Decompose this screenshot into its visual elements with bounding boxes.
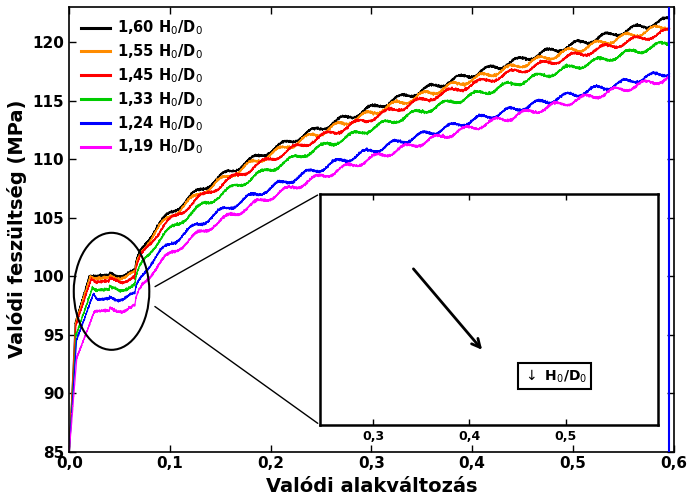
1,19 H₀/D₀ xyxy=(294,185,303,191)
Line: 1,60 H₀/D₀: 1,60 H₀/D₀ xyxy=(69,17,670,450)
1,60 H₀/D₀ xyxy=(513,54,521,60)
1,45 H₀/D₀ xyxy=(663,25,671,31)
1,55 H₀/D₀ xyxy=(294,139,303,145)
1,33 H₀/D₀ xyxy=(658,38,666,44)
1,60 H₀/D₀ xyxy=(455,72,464,78)
1,19 H₀/D₀ xyxy=(513,113,521,119)
1,19 H₀/D₀ xyxy=(425,136,434,142)
X-axis label: Valódi alakváltozás: Valódi alakváltozás xyxy=(266,477,477,496)
1,19 H₀/D₀ xyxy=(559,101,567,107)
1,19 H₀/D₀ xyxy=(665,72,673,78)
1,45 H₀/D₀ xyxy=(174,212,183,218)
Line: 1,45 H₀/D₀: 1,45 H₀/D₀ xyxy=(69,28,670,450)
1,55 H₀/D₀ xyxy=(666,25,674,31)
1,24 H₀/D₀ xyxy=(559,91,567,97)
1,55 H₀/D₀ xyxy=(559,48,567,54)
1,60 H₀/D₀ xyxy=(425,81,434,88)
1,45 H₀/D₀ xyxy=(65,447,74,453)
1,19 H₀/D₀ xyxy=(174,247,183,253)
1,45 H₀/D₀ xyxy=(666,26,674,32)
1,24 H₀/D₀ xyxy=(174,237,183,243)
Line: 1,33 H₀/D₀: 1,33 H₀/D₀ xyxy=(69,41,670,450)
1,60 H₀/D₀ xyxy=(666,16,674,22)
1,55 H₀/D₀ xyxy=(65,446,74,452)
1,45 H₀/D₀ xyxy=(425,97,434,103)
1,24 H₀/D₀ xyxy=(294,175,303,181)
Y-axis label: Valódi feszültség (MPa): Valódi feszültség (MPa) xyxy=(7,100,27,359)
1,24 H₀/D₀ xyxy=(649,69,657,75)
1,55 H₀/D₀ xyxy=(455,81,464,88)
1,55 H₀/D₀ xyxy=(652,22,660,28)
1,60 H₀/D₀ xyxy=(294,137,303,143)
Line: 1,55 H₀/D₀: 1,55 H₀/D₀ xyxy=(69,25,670,449)
Line: 1,24 H₀/D₀: 1,24 H₀/D₀ xyxy=(69,72,670,451)
1,33 H₀/D₀ xyxy=(559,65,567,71)
1,33 H₀/D₀ xyxy=(455,100,464,106)
1,60 H₀/D₀ xyxy=(65,447,74,453)
1,24 H₀/D₀ xyxy=(666,71,674,77)
1,60 H₀/D₀ xyxy=(663,14,671,20)
1,19 H₀/D₀ xyxy=(666,73,674,79)
1,45 H₀/D₀ xyxy=(513,68,521,74)
1,60 H₀/D₀ xyxy=(174,207,183,213)
1,55 H₀/D₀ xyxy=(513,63,521,69)
1,33 H₀/D₀ xyxy=(425,109,434,115)
1,33 H₀/D₀ xyxy=(65,447,74,453)
1,33 H₀/D₀ xyxy=(174,220,183,226)
1,55 H₀/D₀ xyxy=(174,209,183,215)
1,55 H₀/D₀ xyxy=(425,90,434,96)
1,45 H₀/D₀ xyxy=(455,88,464,94)
1,24 H₀/D₀ xyxy=(455,121,464,127)
1,24 H₀/D₀ xyxy=(65,448,74,454)
1,45 H₀/D₀ xyxy=(559,57,567,63)
1,33 H₀/D₀ xyxy=(513,81,521,87)
1,19 H₀/D₀ xyxy=(65,448,74,454)
1,60 H₀/D₀ xyxy=(559,48,567,54)
1,33 H₀/D₀ xyxy=(666,42,674,48)
1,33 H₀/D₀ xyxy=(294,154,303,160)
Legend: 1,60 H$_0$/D$_0$, 1,55 H$_0$/D$_0$, 1,45 H$_0$/D$_0$, 1,33 H$_0$/D$_0$, 1,24 H$_: 1,60 H$_0$/D$_0$, 1,55 H$_0$/D$_0$, 1,45… xyxy=(76,14,208,160)
1,45 H₀/D₀ xyxy=(294,142,303,148)
1,24 H₀/D₀ xyxy=(513,106,521,112)
1,19 H₀/D₀ xyxy=(455,126,464,132)
1,24 H₀/D₀ xyxy=(425,131,434,137)
Line: 1,19 H₀/D₀: 1,19 H₀/D₀ xyxy=(69,75,670,451)
